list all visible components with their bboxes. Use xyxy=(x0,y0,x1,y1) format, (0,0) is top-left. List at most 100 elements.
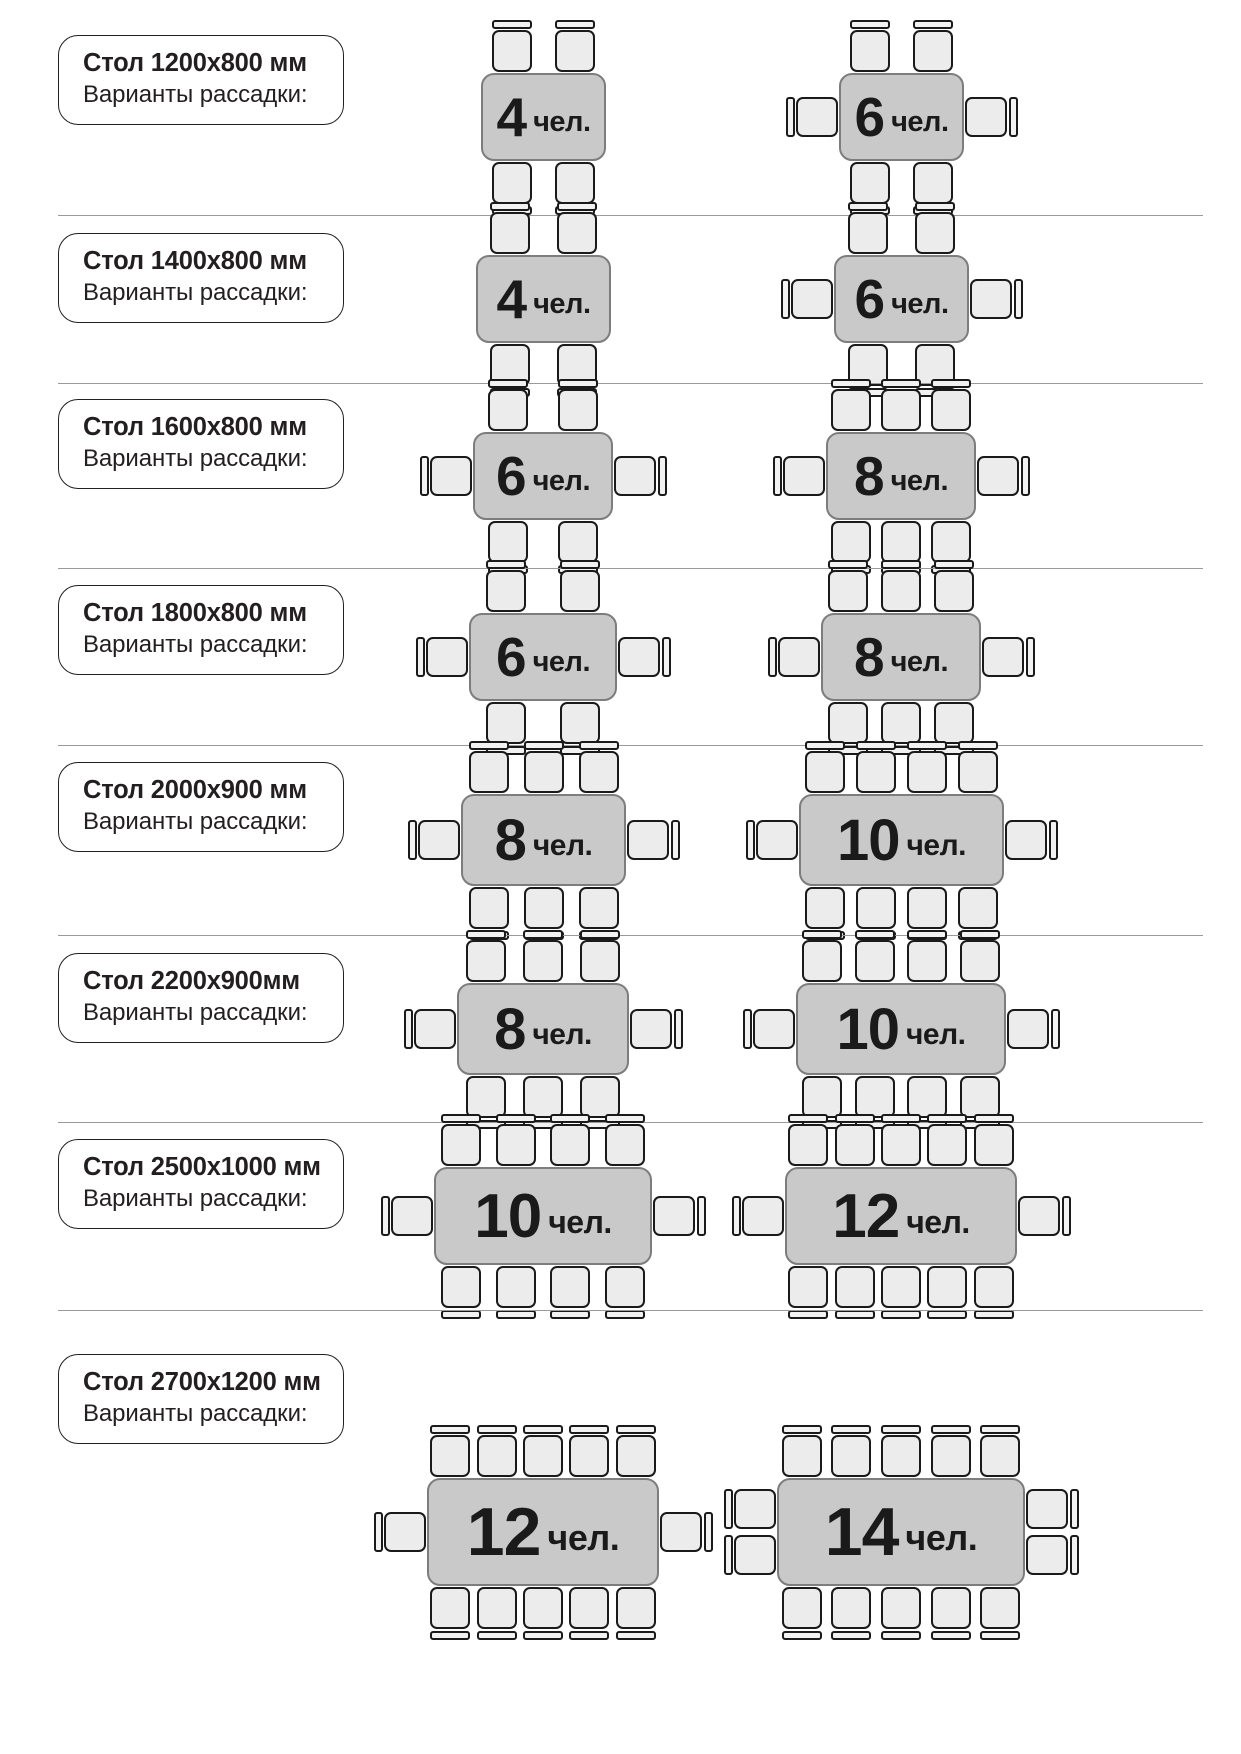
chair-icon xyxy=(881,1587,921,1640)
capacity-unit: чел. xyxy=(533,287,591,320)
chair-icon xyxy=(430,1424,470,1477)
chair-icon xyxy=(550,1266,590,1319)
chair-icon xyxy=(881,378,921,431)
chair-icon xyxy=(1026,1535,1079,1575)
chair-icon xyxy=(1018,1196,1071,1236)
table-top: 6 чел. xyxy=(834,255,969,343)
chair-icon xyxy=(831,1424,871,1477)
chair-icon xyxy=(907,740,947,793)
row-divider xyxy=(58,935,1203,936)
capacity-number: 6 xyxy=(854,268,885,330)
chair-icon xyxy=(477,1587,517,1640)
seating-diagram: 4 чел. xyxy=(0,201,1241,397)
chair-icon xyxy=(653,1196,706,1236)
capacity-number: 6 xyxy=(495,626,527,688)
chair-icon xyxy=(977,456,1030,496)
capacity-unit: чел. xyxy=(533,105,591,138)
capacity-unit: чел. xyxy=(890,645,949,678)
chair-icon xyxy=(831,521,871,574)
table-top: 14 чел. xyxy=(777,1478,1025,1586)
chair-icon xyxy=(802,929,842,982)
capacity-number: 4 xyxy=(496,268,527,330)
table-top: 6 чел. xyxy=(839,73,964,161)
capacity-unit: чел. xyxy=(547,1517,620,1558)
chair-icon xyxy=(960,929,1000,982)
table-size-row: Стол 1600х800 мм Варианты рассадки: 6 чел. 8… xyxy=(0,378,1241,574)
seating-diagram: 10 чел. xyxy=(0,1113,1241,1319)
chair-icon xyxy=(1026,1489,1079,1529)
table-top: 4 чел. xyxy=(481,73,606,161)
table-size-label-box: Стол 2500х1000 мм Варианты рассадки: xyxy=(58,1139,344,1229)
chair-icon xyxy=(419,456,472,496)
chair-icon xyxy=(430,1587,470,1640)
chair-icon xyxy=(931,1587,971,1640)
chair-icon xyxy=(965,97,1018,137)
capacity-unit: чел. xyxy=(890,464,949,497)
chair-icon xyxy=(627,820,680,860)
chair-icon xyxy=(441,1113,481,1166)
table-size-title: Стол 1400х800 мм xyxy=(83,247,307,275)
capacity-number: 6 xyxy=(495,445,527,507)
chair-icon xyxy=(782,1424,822,1477)
table-size-row: Стол 2200х900мм Варианты рассадки: 8 чел. 10… xyxy=(0,929,1241,1129)
table-size-subtitle: Варианты рассадки: xyxy=(83,279,308,307)
chair-icon xyxy=(569,1424,609,1477)
table-size-title: Стол 1800х800 мм xyxy=(83,599,307,627)
table-size-row: Стол 1200х800 мм Варианты рассадки: 4 чел. 6… xyxy=(0,18,1241,215)
table-top: 8 чел. xyxy=(826,432,976,520)
chair-icon xyxy=(831,378,871,431)
table-top: 10 чел. xyxy=(796,983,1006,1075)
capacity-number: 14 xyxy=(824,1494,900,1570)
capacity-unit: чел. xyxy=(906,829,967,862)
chair-icon xyxy=(974,1113,1014,1166)
chair-icon xyxy=(579,740,619,793)
capacity-number: 12 xyxy=(832,1181,900,1251)
chair-icon xyxy=(881,702,921,755)
chair-icon xyxy=(788,1266,828,1319)
table-size-row: Стол 1800х800 мм Варианты рассадки: 6 чел. 8… xyxy=(0,559,1241,755)
chair-icon xyxy=(831,1587,871,1640)
chair-icon xyxy=(742,1009,795,1049)
chair-icon xyxy=(469,740,509,793)
chair-icon xyxy=(931,1424,971,1477)
chair-icon xyxy=(982,637,1035,677)
capacity-number: 10 xyxy=(836,996,900,1062)
table-size-row: Стол 2500х1000 мм Варианты рассадки: 10 чел… xyxy=(0,1113,1241,1319)
chair-icon xyxy=(907,929,947,982)
chair-icon xyxy=(835,1113,875,1166)
chair-icon xyxy=(788,1113,828,1166)
chair-icon xyxy=(881,1266,921,1319)
table-size-subtitle: Варианты рассадки: xyxy=(83,631,308,659)
chair-icon xyxy=(488,378,528,431)
chair-icon xyxy=(523,1076,563,1129)
row-divider xyxy=(58,383,1203,384)
seating-diagram: 6 чел. xyxy=(0,559,1241,755)
chair-icon xyxy=(848,201,888,254)
seating-diagram: 8 чел. xyxy=(0,929,1241,1129)
chair-icon xyxy=(780,279,833,319)
chair-icon xyxy=(550,1113,590,1166)
seating-diagram: 10 чел. xyxy=(0,929,1241,1129)
chair-icon xyxy=(1005,820,1058,860)
table-top: 6 чел. xyxy=(473,432,613,520)
chair-icon xyxy=(856,740,896,793)
chair-icon xyxy=(850,19,890,72)
capacity-number: 8 xyxy=(853,445,885,507)
chair-icon xyxy=(618,637,671,677)
capacity-unit: чел. xyxy=(532,829,593,862)
chair-icon xyxy=(380,1196,433,1236)
chair-icon xyxy=(523,929,563,982)
chair-icon xyxy=(580,929,620,982)
table-size-subtitle: Варианты рассадки: xyxy=(83,1400,308,1428)
capacity-number: 8 xyxy=(853,626,885,688)
chair-icon xyxy=(785,97,838,137)
chair-icon xyxy=(855,1076,895,1129)
table-size-subtitle: Варианты рассадки: xyxy=(83,999,308,1027)
chair-icon xyxy=(934,559,974,612)
capacity-unit: чел. xyxy=(532,1018,592,1051)
capacity-unit: чел. xyxy=(532,645,591,678)
table-size-subtitle: Варианты рассадки: xyxy=(83,808,308,836)
chair-icon xyxy=(805,740,845,793)
chair-icon xyxy=(745,820,798,860)
